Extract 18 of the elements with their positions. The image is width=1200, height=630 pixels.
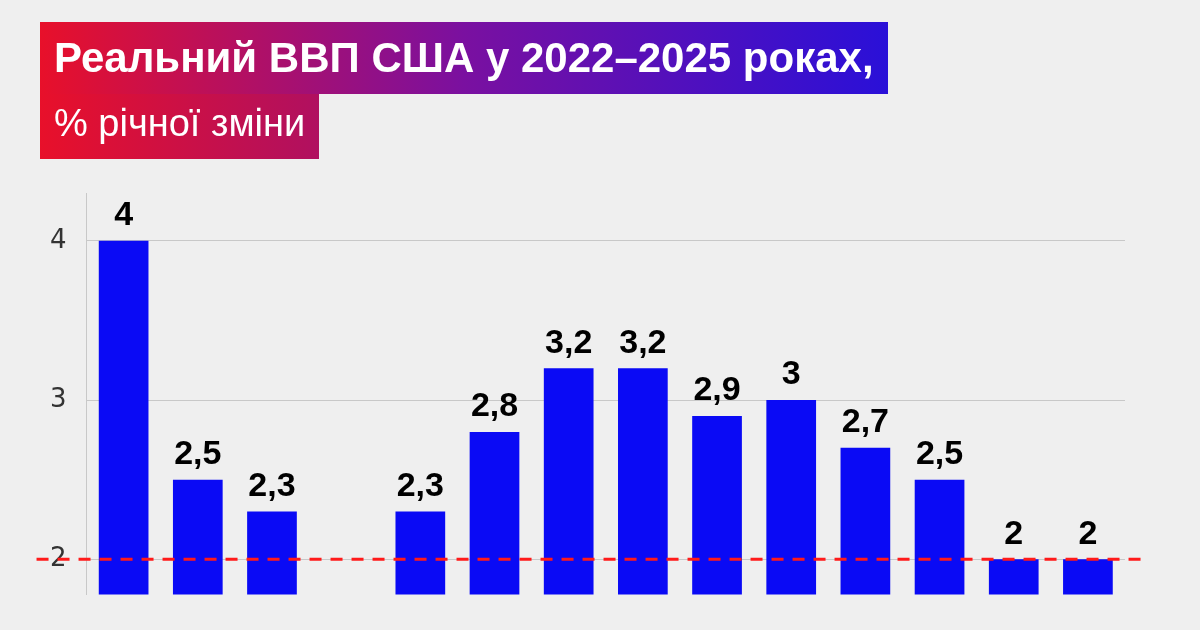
y-tick-label: 3 (50, 382, 67, 413)
data-label: 3 (781, 353, 801, 392)
chart-title: Реальний ВВП США у 2022–2025 роках, (40, 22, 888, 94)
data-label: 2,8 (470, 385, 519, 424)
y-tick-label: 4 (50, 223, 67, 254)
data-label: 2 (1004, 512, 1024, 551)
data-label: 2,9 (693, 369, 741, 408)
data-label: 2,3 (396, 464, 444, 503)
y-tick-label: 2 (50, 542, 67, 573)
data-label: 3,2 (619, 321, 667, 360)
data-label: 3,2 (545, 321, 593, 360)
data-label: 2,3 (248, 464, 296, 503)
chart-subtitle: % річної зміни (40, 94, 320, 159)
data-label: 2,5 (915, 433, 964, 472)
data-label: 2,5 (174, 433, 222, 472)
data-label: 2 (1078, 512, 1098, 551)
data-label: 4 (114, 194, 134, 233)
data-label: 2,7 (841, 401, 890, 440)
